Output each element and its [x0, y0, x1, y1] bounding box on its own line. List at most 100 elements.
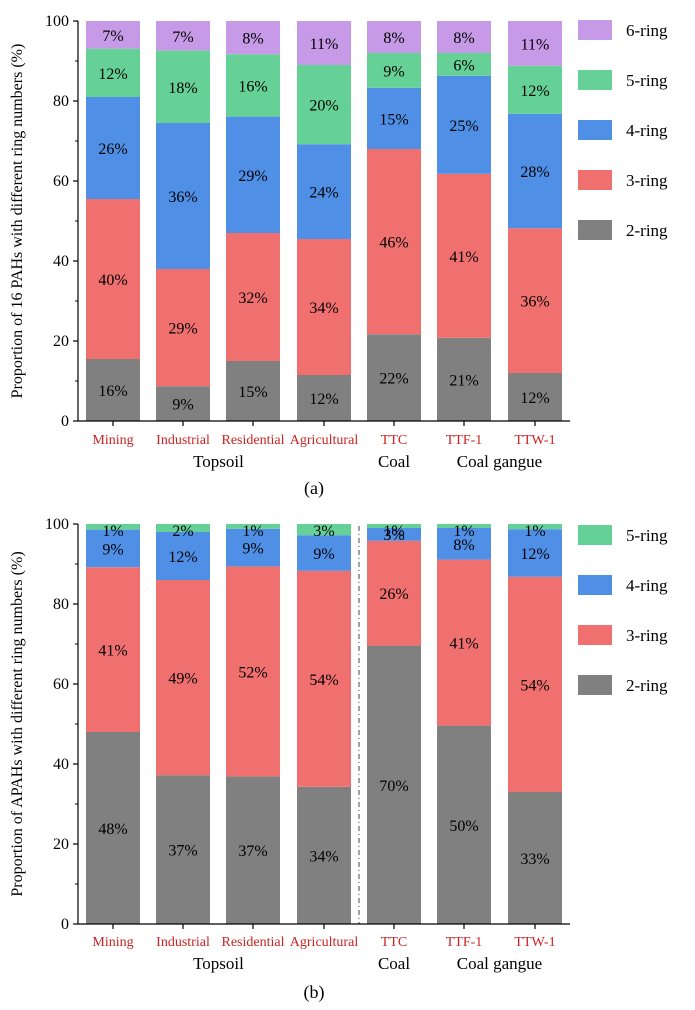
bar-segment-2-ring-agricultural	[297, 786, 351, 924]
group-label-topsoil: Topsoil	[193, 954, 244, 973]
bar-segment-2-ring-ttc	[367, 334, 421, 421]
y-tick-label: 40	[53, 756, 69, 773]
bar-segment-4-ring-ttc	[367, 528, 421, 541]
data-label-5-ring: 20%	[309, 98, 338, 115]
data-label-5-ring: 1%	[453, 523, 474, 540]
bar-segment-6-ring-agricultural	[297, 21, 351, 65]
data-label-4-ring: 26%	[98, 141, 127, 158]
bar-segment-4-ring-residential	[226, 116, 280, 233]
data-label-4-ring: 12%	[520, 546, 549, 563]
bar-segment-6-ring-residential	[226, 21, 280, 55]
bar-segment-3-ring-ttf-1	[437, 559, 491, 726]
data-label-2-ring: 70%	[379, 778, 408, 795]
data-label-4-ring: 3%	[383, 527, 404, 544]
data-label-5-ring: 1%	[383, 523, 404, 540]
data-label-3-ring: 46%	[379, 235, 408, 252]
bar-segment-4-ring-industrial	[156, 532, 210, 580]
data-label-3-ring: 41%	[449, 249, 478, 266]
legend-swatch-3-ring	[578, 625, 612, 645]
bar-segment-6-ring-mining	[86, 21, 140, 49]
bar-segment-6-ring-industrial	[156, 21, 210, 51]
legend: 6-ring 5-ring 4-ring 3-ring 2-ring	[578, 20, 668, 240]
legend-label-2-ring: 2-ring	[626, 221, 668, 240]
bar-segment-3-ring-mining	[86, 199, 140, 359]
bar-segment-3-ring-agricultural	[297, 570, 351, 787]
data-label-6-ring: 7%	[102, 28, 123, 45]
data-label-5-ring: 3%	[313, 523, 334, 540]
bar-segment-3-ring-ttc	[367, 540, 421, 646]
bar-segment-6-ring-ttc	[367, 21, 421, 53]
chart-panel-a: 16% 40% 26% 12% 7% 9% 29% 36% 18% 7% 15% 32% 29% 16% 8…	[9, 13, 668, 499]
legend-swatch-6-ring	[578, 20, 612, 40]
bar-segment-4-ring-ttf-1	[437, 528, 491, 560]
data-label-6-ring: 11%	[521, 36, 550, 53]
data-label-2-ring: 37%	[238, 843, 267, 860]
data-label-2-ring: 50%	[449, 818, 478, 835]
bar-segment-2-ring-residential	[226, 361, 280, 421]
bar-segment-4-ring-ttf-1	[437, 75, 491, 174]
bar-segment-3-ring-residential	[226, 566, 280, 777]
category-label-mining: Mining	[92, 433, 133, 448]
y-tick-label: 0	[61, 916, 69, 933]
legend-label-4-ring: 4-ring	[626, 121, 668, 140]
data-label-4-ring: 8%	[453, 537, 474, 554]
bar-segment-3-ring-mining	[86, 567, 140, 732]
category-label-industrial: Industrial	[156, 433, 210, 448]
data-label-2-ring: 37%	[168, 843, 197, 860]
bar-segment-4-ring-mining	[86, 97, 140, 199]
bar-segment-3-ring-industrial	[156, 269, 210, 387]
bar-segment-5-ring-ttf-1	[437, 524, 491, 528]
bar-segment-5-ring-agricultural	[297, 65, 351, 145]
y-tick-label: 80	[53, 93, 69, 110]
bar-segment-3-ring-ttw-1	[508, 576, 562, 792]
bar-segment-4-ring-agricultural	[297, 144, 351, 239]
bar-segment-5-ring-residential	[226, 54, 280, 117]
data-label-5-ring: 1%	[524, 523, 545, 540]
legend-label-5-ring: 5-ring	[626, 71, 668, 90]
data-label-2-ring: 21%	[449, 372, 478, 389]
data-label-5-ring: 12%	[520, 83, 549, 100]
data-label-3-ring: 34%	[309, 300, 338, 317]
data-label-4-ring: 9%	[242, 541, 263, 558]
data-label-3-ring: 29%	[168, 321, 197, 338]
bar-segment-3-ring-residential	[226, 233, 280, 361]
data-label-4-ring: 12%	[168, 549, 197, 566]
legend-label-3-ring: 3-ring	[626, 626, 668, 645]
bar-segment-4-ring-ttw-1	[508, 113, 562, 229]
group-label-coal-gangue: Coal gangue	[457, 954, 542, 973]
legend-swatch-4-ring	[578, 120, 612, 140]
bar-segment-3-ring-agricultural	[297, 239, 351, 375]
bar-segment-5-ring-mining	[86, 524, 140, 530]
y-tick-label: 0	[61, 413, 69, 430]
bar-segment-5-ring-ttf-1	[437, 53, 491, 76]
chart-panel-b: 48%41%9%1%37%49%12%2%37%52%9%1%34%54%9%3…	[9, 516, 668, 1003]
data-label-2-ring: 16%	[98, 383, 127, 400]
bar-segment-6-ring-ttf-1	[437, 21, 491, 53]
bar-segment-2-ring-agricultural	[297, 375, 351, 421]
category-label-industrial: Industrial	[156, 935, 210, 950]
group-label-coal: Coal	[378, 452, 410, 471]
data-label-5-ring: 18%	[168, 80, 197, 97]
data-label-5-ring: 1%	[102, 523, 123, 540]
bar-segment-5-ring-industrial	[156, 50, 210, 123]
y-tick-label: 100	[45, 13, 69, 30]
data-label-2-ring: 15%	[238, 384, 267, 401]
panel-label: (b)	[304, 982, 325, 1003]
bar-segment-5-ring-ttc	[367, 524, 421, 528]
bar-segment-2-ring-ttf-1	[437, 725, 491, 924]
group-label-topsoil: Topsoil	[193, 452, 244, 471]
data-label-5-ring: 2%	[172, 523, 193, 540]
legend-label-5-ring: 5-ring	[626, 526, 668, 545]
data-label-3-ring: 32%	[238, 290, 267, 307]
bar-segment-4-ring-industrial	[156, 123, 210, 269]
y-axis-title: Proportion of APAHs with different ring …	[9, 551, 26, 896]
bar-segment-2-ring-industrial	[156, 775, 210, 924]
bar-segment-4-ring-ttw-1	[508, 529, 562, 577]
data-label-6-ring: 8%	[242, 31, 263, 48]
category-label-ttf-1: TTF-1	[446, 433, 483, 448]
category-label-ttw-1: TTW-1	[514, 935, 555, 950]
category-label-agricultural: Agricultural	[290, 935, 359, 950]
category-label-residential: Residential	[222, 935, 285, 950]
category-label-mining: Mining	[92, 935, 133, 950]
panel-label: (a)	[304, 478, 324, 499]
